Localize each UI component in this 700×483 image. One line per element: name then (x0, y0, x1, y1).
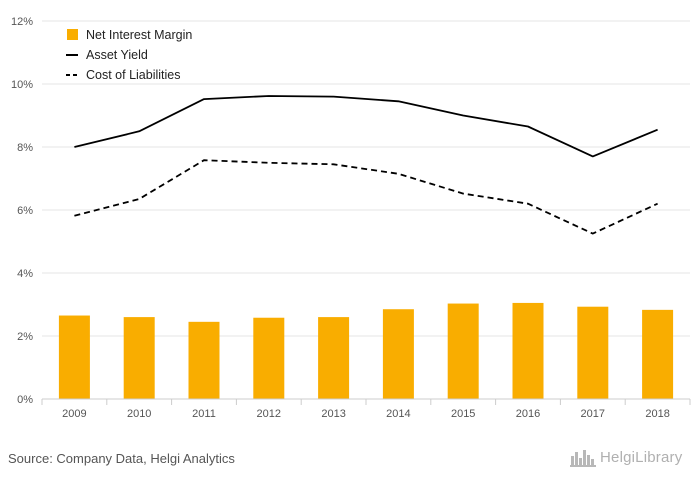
x-tick-label: 2012 (257, 408, 281, 420)
bar-net-interest-margin (642, 309, 674, 399)
x-tick-label: 2016 (516, 408, 540, 420)
y-tick-label: 2% (17, 331, 33, 343)
legend-label: Cost of Liabilities (86, 68, 181, 82)
logo-text: HelgiLibrary (600, 448, 683, 466)
source-note: Source: Company Data, Helgi Analytics (8, 451, 235, 466)
y-tick-label: 0% (17, 394, 33, 406)
y-axis-tick-labels: 0% 2% 4% 6% 8% 10% 12% (11, 16, 33, 406)
legend-item: Cost of Liabilities (66, 68, 181, 82)
y-tick-label: 12% (11, 16, 33, 28)
x-tick-label: 2011 (192, 408, 216, 420)
bar-net-interest-margin (123, 317, 155, 399)
bar-net-interest-margin (318, 317, 350, 399)
x-tick-label: 2010 (127, 408, 151, 420)
y-tick-label: 10% (11, 79, 33, 91)
x-tick-label: 2013 (321, 408, 345, 420)
bar-net-interest-margin (577, 306, 609, 399)
y-tick-label: 8% (17, 142, 33, 154)
bar-net-interest-margin (447, 303, 479, 399)
x-axis: 2009 2010 2011 2012 2013 2014 2015 2016 2017 2018 (41, 398, 691, 420)
bar-net-interest-margin (512, 302, 544, 399)
line-asset-yield (74, 95, 658, 158)
x-tick-label: 2015 (451, 408, 475, 420)
legend-item: Net Interest Margin (67, 28, 192, 42)
line-series (74, 95, 658, 235)
legend-label: Asset Yield (86, 48, 148, 62)
line-cost-of-liabilities (74, 159, 658, 235)
x-tick-label: 2009 (62, 408, 86, 420)
x-tick-label: 2017 (581, 408, 605, 420)
chart: 0% 2% 4% 6% 8% 10% 12% 2009 2010 2011 2012 2013 201… (11, 16, 691, 420)
bar-net-interest-margin (253, 317, 285, 399)
bar-net-interest-margin (188, 321, 220, 399)
bar-series (58, 302, 674, 399)
legend-label: Net Interest Margin (86, 28, 192, 42)
y-tick-label: 4% (17, 268, 33, 280)
y-tick-label: 6% (17, 205, 33, 217)
city-skyline-icon (570, 450, 596, 467)
helgi-library-logo: HelgiLibrary (570, 447, 682, 467)
x-tick-label: 2014 (386, 408, 410, 420)
legend: Net Interest Margin Asset Yield Cost of Li… (66, 28, 192, 82)
bar-net-interest-margin (382, 309, 414, 399)
legend-item: Asset Yield (66, 48, 148, 62)
bar-net-interest-margin (58, 315, 90, 399)
legend-swatch (67, 29, 78, 40)
x-tick-label: 2018 (645, 408, 669, 420)
